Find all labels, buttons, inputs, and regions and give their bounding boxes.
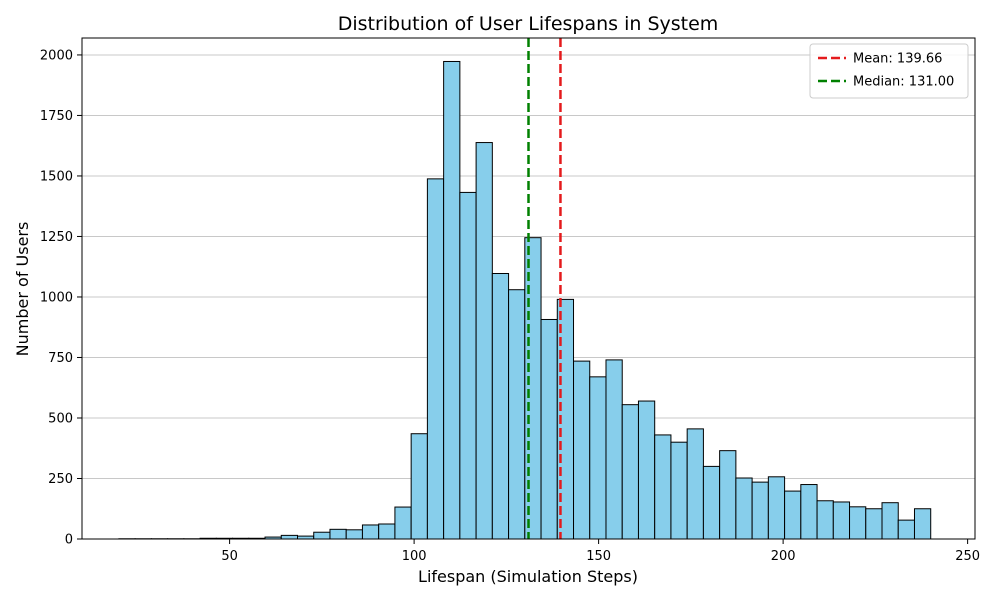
histogram-bar xyxy=(784,490,802,540)
histogram-bar xyxy=(637,400,656,540)
y-axis-ticks: 0 250 500 750 1000 1250 1500 1750 2000 xyxy=(40,48,82,548)
histogram-bar xyxy=(800,484,818,540)
histogram-bar xyxy=(410,433,428,540)
histogram-bar xyxy=(670,441,688,540)
histogram-bars xyxy=(118,60,932,540)
plot-frame xyxy=(81,37,976,540)
y-tick-label: 1250 xyxy=(40,230,73,245)
x-axis-ticks: 50 100 150 200 250 xyxy=(221,539,980,564)
histogram-bar xyxy=(329,528,347,540)
x-tick-label: 250 xyxy=(955,549,980,564)
histogram-bar xyxy=(897,519,915,540)
histogram-bar xyxy=(832,501,851,540)
histogram-bar xyxy=(540,318,558,540)
x-tick-label: 50 xyxy=(221,549,238,564)
histogram-bar xyxy=(751,481,769,540)
y-tick-label: 1500 xyxy=(40,169,73,184)
histogram-bar xyxy=(524,237,542,540)
histogram-bar xyxy=(702,465,721,540)
chart-title: Distribution of User Lifespans in System xyxy=(338,13,719,35)
histogram-bar xyxy=(491,272,510,540)
y-tick-label: 250 xyxy=(48,472,73,487)
y-tick-label: 750 xyxy=(48,351,73,366)
y-tick-label: 2000 xyxy=(40,48,73,63)
histogram-bar xyxy=(459,191,477,540)
histogram-bar xyxy=(589,376,607,540)
y-tick-label: 500 xyxy=(48,411,73,426)
histogram-bar xyxy=(621,404,639,540)
histogram-bar xyxy=(475,142,493,540)
histogram-bar xyxy=(378,523,396,540)
histogram-bar xyxy=(280,534,299,540)
histogram-bar xyxy=(816,500,834,540)
histogram-bar xyxy=(686,428,704,540)
y-tick-label: 0 xyxy=(65,533,73,548)
histogram-bar xyxy=(508,289,526,540)
legend-box xyxy=(809,43,969,99)
y-axis-title: Number of Users xyxy=(13,222,32,357)
x-tick-label: 150 xyxy=(586,549,611,564)
histogram-bar xyxy=(849,506,867,540)
x-axis-title: Lifespan (Simulation Steps) xyxy=(418,567,638,586)
histogram-bar xyxy=(719,450,737,540)
histogram-bar xyxy=(573,360,591,540)
histogram-bar xyxy=(735,477,753,540)
histogram-bar xyxy=(865,508,883,540)
x-tick-label: 100 xyxy=(402,549,427,564)
histogram-bar xyxy=(345,529,363,540)
y-tick-label: 1000 xyxy=(40,290,73,305)
x-tick-label: 200 xyxy=(771,549,796,564)
reference-lines xyxy=(527,38,562,539)
histogram-bar xyxy=(313,531,331,540)
histogram-bar xyxy=(361,524,380,540)
histogram-bar xyxy=(426,178,445,540)
legend-label: Mean: 139.66 xyxy=(853,52,942,67)
legend: Mean: 139.66 Median: 131.00 xyxy=(809,43,969,99)
histogram-bar xyxy=(913,508,932,540)
legend-label: Median: 131.00 xyxy=(853,75,954,90)
histogram-bar xyxy=(443,60,461,540)
histogram-bar xyxy=(881,502,899,540)
histogram-bar xyxy=(767,476,786,540)
histogram-bar xyxy=(605,359,623,540)
histogram-bar xyxy=(394,506,412,540)
y-tick-label: 1750 xyxy=(40,109,73,124)
histogram-bar xyxy=(654,434,672,540)
